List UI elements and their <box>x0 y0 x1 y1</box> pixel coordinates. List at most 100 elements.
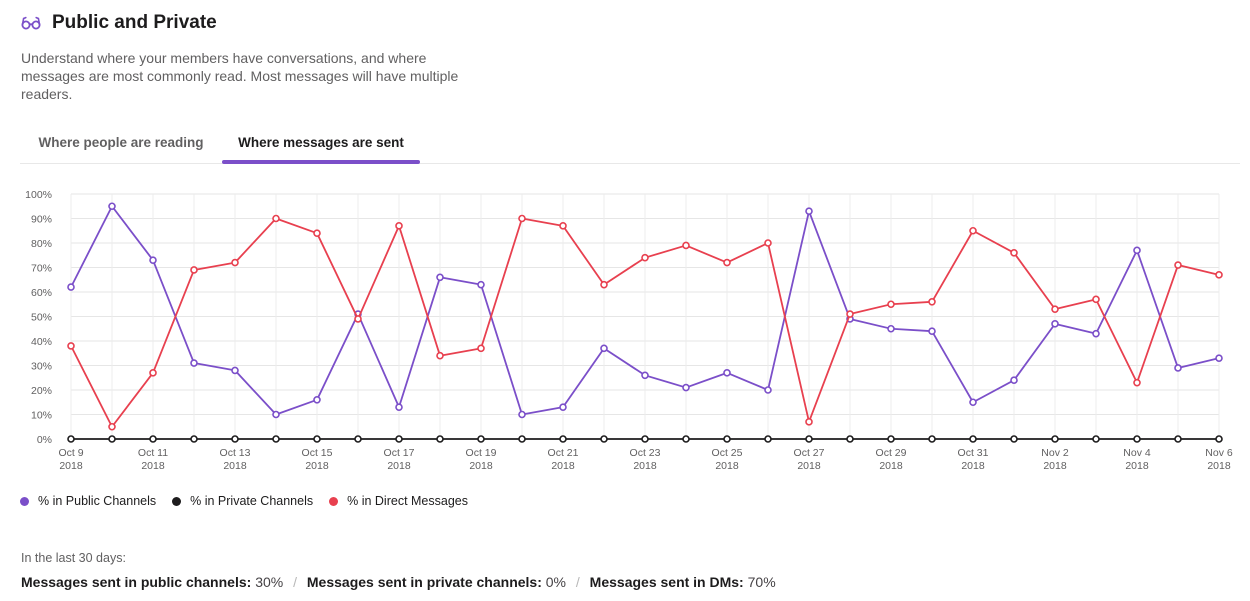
data-point <box>1215 271 1223 279</box>
data-point <box>1010 435 1018 443</box>
data-point <box>313 435 321 443</box>
x-tick-year-label: 2018 <box>59 460 83 472</box>
data-point <box>231 258 239 267</box>
data-point <box>1215 435 1223 443</box>
data-point <box>682 241 690 250</box>
data-point <box>1133 435 1141 443</box>
data-point <box>969 226 977 235</box>
legend-item-public[interactable]: % in Public Channels <box>20 494 156 508</box>
data-point <box>1092 435 1100 443</box>
tab-bar: Where people are reading Where messages … <box>20 122 1240 164</box>
x-tick-label: Oct 27 <box>794 447 825 459</box>
y-tick-label: 70% <box>31 263 52 275</box>
data-point <box>477 280 485 289</box>
data-point <box>641 371 649 380</box>
data-point <box>559 403 567 411</box>
x-tick-label: Nov 6 <box>1205 447 1233 459</box>
data-point <box>190 266 198 274</box>
data-point <box>518 410 526 419</box>
legend-label-dm: % in Direct Messages <box>347 494 468 508</box>
data-point <box>190 435 198 443</box>
data-point <box>231 435 239 443</box>
data-point <box>1174 364 1182 372</box>
data-point <box>1092 295 1100 304</box>
data-point <box>1133 378 1141 387</box>
x-tick-year-label: 2018 <box>305 460 329 472</box>
summary-separator: / <box>575 574 580 590</box>
x-tick-year-label: 2018 <box>387 460 411 472</box>
y-tick-label: 50% <box>31 312 52 324</box>
x-tick-year-label: 2018 <box>633 460 657 472</box>
data-point <box>518 214 526 223</box>
x-tick-year-label: 2018 <box>223 460 247 472</box>
summary-private-value: 0% <box>545 574 566 590</box>
data-point <box>764 239 772 247</box>
data-point <box>149 435 157 443</box>
data-point <box>436 273 444 282</box>
data-point <box>1133 246 1141 255</box>
x-tick-label: Nov 4 <box>1123 447 1151 459</box>
summary-separator: / <box>293 574 297 590</box>
data-point <box>67 342 75 350</box>
x-tick-label: Oct 9 <box>58 447 83 459</box>
x-tick-label: Oct 29 <box>876 447 907 459</box>
y-tick-label: 100% <box>25 189 52 201</box>
data-point <box>1174 261 1182 269</box>
section-header: Public and Private <box>20 12 217 34</box>
data-point <box>559 222 567 230</box>
data-point <box>1092 329 1100 338</box>
data-point <box>928 435 936 443</box>
x-tick-year-label: 2018 <box>1125 460 1149 472</box>
data-point <box>600 435 608 443</box>
summary-dm-label: Messages sent in DMs: <box>589 574 744 590</box>
chart-legend: % in Public Channels % in Private Channe… <box>20 494 484 508</box>
summary-public-label: Messages sent in public channels: <box>21 574 252 590</box>
legend-label-private: % in Private Channels <box>190 494 314 508</box>
data-point <box>1010 249 1018 257</box>
legend-item-dm[interactable]: % in Direct Messages <box>329 494 468 508</box>
x-tick-label: Oct 19 <box>466 447 497 459</box>
x-tick-label: Nov 2 <box>1041 447 1069 459</box>
data-point <box>969 398 977 407</box>
data-point <box>354 315 362 323</box>
data-point <box>518 435 526 443</box>
legend-dot-private <box>172 496 182 506</box>
tab-where-people-are-reading[interactable]: Where people are reading <box>38 135 204 150</box>
legend-dot-public <box>20 496 29 506</box>
y-tick-label: 0% <box>37 434 52 446</box>
data-point <box>477 344 485 353</box>
page-title: Public and Private <box>52 12 217 33</box>
x-tick-year-label: 2018 <box>1207 460 1231 472</box>
data-point <box>846 310 854 318</box>
data-point <box>682 383 690 392</box>
data-point <box>723 258 731 267</box>
data-point <box>928 327 936 335</box>
data-point <box>723 369 731 377</box>
summary-private-label: Messages sent in private channels: <box>306 574 542 590</box>
data-point <box>723 435 731 443</box>
data-point <box>108 422 116 431</box>
data-point <box>805 418 813 426</box>
data-point <box>67 435 75 443</box>
data-point <box>395 403 403 411</box>
data-point <box>764 386 772 394</box>
data-point <box>354 435 362 443</box>
data-point <box>272 435 280 443</box>
glasses-icon <box>20 12 42 34</box>
tab-where-messages-are-sent[interactable]: Where messages are sent <box>222 122 420 164</box>
x-tick-year-label: 2018 <box>797 460 821 472</box>
data-point <box>313 229 321 238</box>
legend-item-private[interactable]: % in Private Channels <box>172 494 313 508</box>
x-tick-year-label: 2018 <box>469 460 493 472</box>
data-point <box>272 410 280 419</box>
data-point <box>887 324 895 333</box>
data-point <box>928 298 936 306</box>
summary-public-value: 30% <box>255 574 284 590</box>
data-point <box>600 280 608 289</box>
data-point <box>395 222 403 230</box>
x-tick-label: Oct 17 <box>384 447 415 459</box>
y-tick-label: 40% <box>31 336 52 348</box>
x-tick-label: Oct 23 <box>630 447 661 459</box>
data-point <box>682 435 690 443</box>
data-point <box>1215 354 1223 362</box>
